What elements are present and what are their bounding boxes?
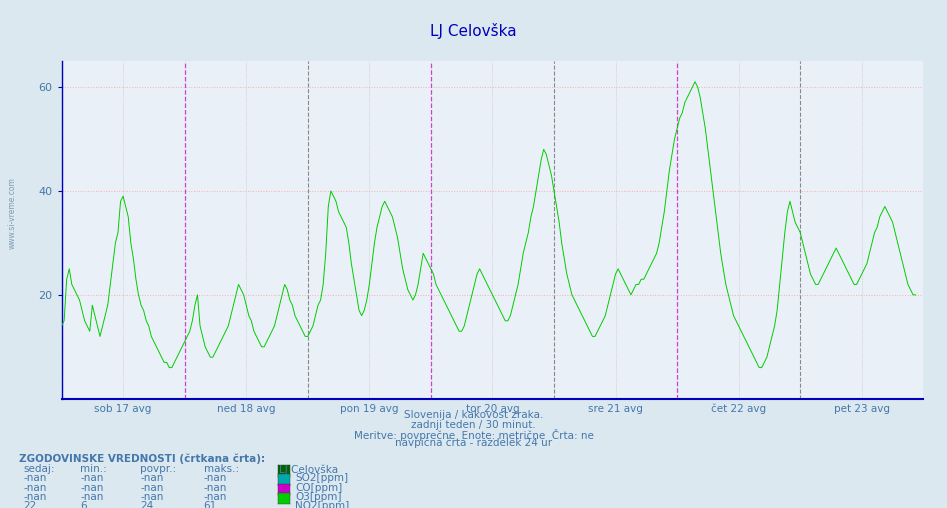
Text: pon 19 avg: pon 19 avg: [340, 404, 399, 414]
Text: SO2[ppm]: SO2[ppm]: [295, 473, 348, 484]
Text: NO2[ppm]: NO2[ppm]: [295, 501, 349, 508]
Text: Slovenija / kakovost zraka.: Slovenija / kakovost zraka.: [403, 410, 544, 421]
Text: -nan: -nan: [24, 492, 47, 502]
Text: -nan: -nan: [204, 492, 227, 502]
Text: pet 23 avg: pet 23 avg: [833, 404, 890, 414]
Text: -nan: -nan: [140, 492, 164, 502]
Text: maks.:: maks.:: [204, 464, 239, 474]
Text: povpr.:: povpr.:: [140, 464, 176, 474]
Text: zadnji teden / 30 minut.: zadnji teden / 30 minut.: [411, 420, 536, 430]
Text: ned 18 avg: ned 18 avg: [217, 404, 276, 414]
Text: -nan: -nan: [140, 483, 164, 493]
Text: tor 20 avg: tor 20 avg: [466, 404, 519, 414]
Text: sedaj:: sedaj:: [24, 464, 55, 474]
Text: sre 21 avg: sre 21 avg: [588, 404, 643, 414]
Text: navpična črta - razdelek 24 ur: navpična črta - razdelek 24 ur: [395, 438, 552, 449]
Text: 61: 61: [204, 501, 217, 508]
Text: LJ Celovška: LJ Celovška: [279, 464, 338, 475]
Text: 24: 24: [140, 501, 153, 508]
Text: sob 17 avg: sob 17 avg: [95, 404, 152, 414]
Text: -nan: -nan: [204, 473, 227, 484]
Text: -nan: -nan: [24, 483, 47, 493]
Text: Meritve: povprečne  Enote: metrične  Črta: ne: Meritve: povprečne Enote: metrične Črta:…: [353, 429, 594, 441]
Text: CO[ppm]: CO[ppm]: [295, 483, 343, 493]
Text: www.si-vreme.com: www.si-vreme.com: [8, 177, 17, 249]
Text: O3[ppm]: O3[ppm]: [295, 492, 342, 502]
Text: LJ Celovška: LJ Celovška: [430, 23, 517, 39]
Text: 6: 6: [80, 501, 87, 508]
Text: -nan: -nan: [140, 473, 164, 484]
Text: 22: 22: [24, 501, 37, 508]
Text: -nan: -nan: [80, 483, 104, 493]
Text: čet 22 avg: čet 22 avg: [711, 404, 766, 415]
Text: -nan: -nan: [80, 492, 104, 502]
Text: -nan: -nan: [204, 483, 227, 493]
Text: -nan: -nan: [80, 473, 104, 484]
Text: min.:: min.:: [80, 464, 107, 474]
Text: -nan: -nan: [24, 473, 47, 484]
Text: ZGODOVINSKE VREDNOSTI (črtkana črta):: ZGODOVINSKE VREDNOSTI (črtkana črta):: [19, 453, 265, 464]
